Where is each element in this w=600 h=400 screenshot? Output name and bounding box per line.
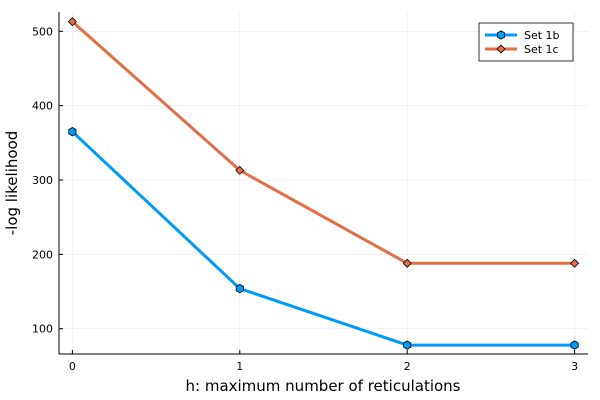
- grid-lines: [59, 12, 588, 354]
- y-tick-label: 400: [32, 100, 53, 113]
- legend-marker-set-1b: [496, 30, 506, 40]
- legend-label-set-1b: Set 1b: [524, 29, 560, 42]
- data-point-set-1c: [67, 17, 77, 27]
- y-tick-label: 200: [32, 248, 53, 261]
- y-tick-label: 300: [32, 174, 53, 187]
- series-line-set-1b: [71, 130, 575, 347]
- data-point-set-1b: [235, 283, 244, 294]
- series-line-set-1c: [71, 20, 575, 265]
- data-point-set-1c: [235, 165, 245, 175]
- data-point-set-1b: [403, 340, 412, 350]
- x-tick-label: 3: [571, 360, 578, 373]
- tick-labels: 0 1 2 3 100 200 300 400 500: [32, 25, 578, 373]
- x-tick-label: 0: [69, 360, 76, 373]
- y-tick-label: 100: [32, 323, 53, 336]
- x-axis-title: h: maximum number of reticulations: [186, 377, 461, 395]
- data-point-set-1b: [570, 340, 579, 350]
- legend-marker-set-1c: [496, 44, 506, 54]
- legend-label-set-1c: Set 1c: [524, 43, 559, 56]
- legend-box: [478, 22, 574, 62]
- series-layer: [67, 17, 580, 350]
- data-point-set-1c: [402, 258, 412, 268]
- y-axis-title: -log likelihood: [3, 131, 21, 235]
- x-tick-label: 1: [236, 360, 243, 373]
- axes: [58, 12, 588, 355]
- data-point-set-1b: [68, 127, 77, 137]
- data-point-set-1c: [570, 258, 580, 268]
- y-tick-label: 500: [32, 25, 53, 38]
- x-tick-label: 2: [404, 360, 411, 373]
